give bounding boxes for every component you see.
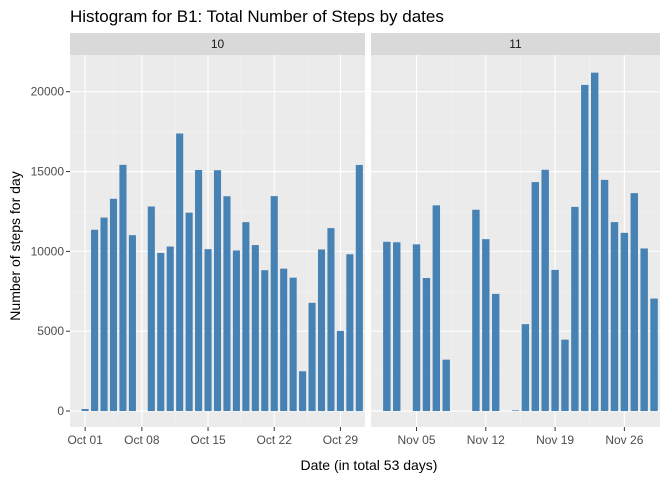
x-tick-label: Oct 08 bbox=[124, 433, 160, 447]
bar bbox=[147, 206, 155, 412]
bar bbox=[412, 244, 421, 412]
bar bbox=[491, 293, 500, 412]
strip-october-label: 10 bbox=[211, 37, 225, 51]
y-axis: 0 5000 10000 15000 20000 bbox=[31, 85, 70, 418]
bar bbox=[289, 277, 297, 412]
y-tick-label: 0 bbox=[57, 404, 64, 418]
bar bbox=[185, 212, 193, 412]
bar bbox=[600, 179, 609, 412]
x-tick-label: Nov 05 bbox=[398, 433, 436, 447]
bar bbox=[299, 371, 307, 412]
y-tick-label: 10000 bbox=[31, 244, 65, 258]
bar bbox=[571, 206, 579, 412]
bar bbox=[336, 330, 344, 412]
bar bbox=[81, 409, 89, 412]
bar bbox=[581, 84, 589, 412]
bar bbox=[511, 410, 520, 412]
x-tick-label: Oct 01 bbox=[67, 433, 103, 447]
bar bbox=[195, 169, 203, 412]
bar bbox=[630, 193, 638, 412]
bar bbox=[432, 205, 441, 412]
bar bbox=[109, 198, 118, 412]
x-tick-label: Oct 22 bbox=[257, 433, 293, 447]
bar bbox=[590, 72, 599, 412]
bar bbox=[551, 269, 559, 412]
bar bbox=[213, 170, 222, 412]
bar bbox=[128, 235, 136, 412]
panel-october: 10 Oct 01 Oct 08 Oct 15 Oct 22 Oct 29 bbox=[67, 33, 365, 447]
panel-october-x-axis: Oct 01 Oct 08 Oct 15 Oct 22 Oct 29 bbox=[67, 427, 358, 447]
bar bbox=[176, 133, 184, 412]
bar bbox=[119, 164, 127, 412]
bar bbox=[317, 249, 326, 412]
bar bbox=[383, 241, 391, 412]
bar bbox=[100, 217, 108, 412]
bar bbox=[482, 239, 490, 412]
x-tick-label: Nov 26 bbox=[605, 433, 643, 447]
bar bbox=[610, 222, 619, 412]
bar bbox=[422, 277, 431, 412]
bar bbox=[472, 209, 480, 412]
y-tick-label: 20000 bbox=[31, 85, 65, 99]
bar bbox=[393, 242, 401, 412]
bar bbox=[251, 245, 259, 412]
x-tick-label: Oct 15 bbox=[190, 433, 226, 447]
bar bbox=[620, 232, 629, 412]
panel-october-bars bbox=[81, 133, 363, 412]
strip-october-background bbox=[70, 33, 365, 55]
bar bbox=[327, 228, 335, 412]
y-tick-label: 15000 bbox=[31, 165, 65, 179]
strip-november-label: 11 bbox=[509, 37, 522, 51]
bar bbox=[242, 222, 250, 412]
bar bbox=[270, 196, 278, 412]
bar bbox=[521, 324, 530, 412]
bar bbox=[346, 254, 354, 412]
bar bbox=[204, 249, 212, 412]
panel-november: 11 Nov 05 Nov 12 Nov 19 Nov 26 bbox=[371, 33, 660, 447]
bar bbox=[531, 182, 540, 412]
bar bbox=[640, 248, 648, 412]
strip-november-background bbox=[371, 33, 660, 55]
bar bbox=[442, 359, 450, 412]
x-tick-label: Oct 29 bbox=[323, 433, 359, 447]
bar bbox=[541, 169, 549, 412]
panel-november-bars bbox=[383, 72, 658, 412]
x-tick-label: Nov 19 bbox=[536, 433, 574, 447]
bar bbox=[157, 252, 165, 412]
bar bbox=[91, 229, 99, 412]
y-tick-label: 5000 bbox=[37, 324, 64, 338]
chart-title: Histogram for B1: Total Number of Steps … bbox=[70, 7, 444, 26]
panel-november-x-axis: Nov 05 Nov 12 Nov 19 Nov 26 bbox=[398, 427, 644, 447]
y-axis-title: Number of steps for day bbox=[7, 171, 23, 320]
bar bbox=[650, 298, 658, 412]
x-tick-label: Nov 12 bbox=[467, 433, 505, 447]
bar bbox=[355, 164, 363, 412]
bar bbox=[308, 302, 316, 412]
bar bbox=[166, 246, 174, 412]
x-axis-title: Date (in total 53 days) bbox=[301, 457, 438, 473]
bar bbox=[280, 268, 288, 412]
bar bbox=[223, 196, 231, 412]
bar bbox=[261, 270, 269, 412]
bar bbox=[561, 339, 569, 412]
bar bbox=[232, 250, 240, 412]
